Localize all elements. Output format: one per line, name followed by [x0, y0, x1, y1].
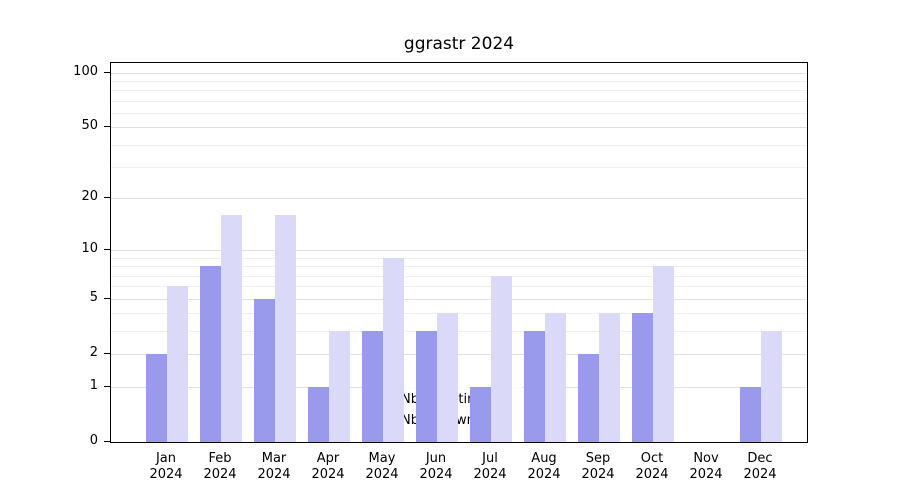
y-tick-label-50: 50	[81, 118, 98, 134]
bar-distinct-ips-mar	[254, 298, 275, 442]
x-tick-label-may: May 2024	[352, 451, 412, 483]
x-tick-year: 2024	[149, 467, 183, 482]
minor-gridline	[111, 90, 807, 92]
x-tick-year: 2024	[311, 467, 345, 482]
bar-distinct-ips-jun	[416, 331, 437, 442]
x-tick-year: 2024	[689, 467, 723, 482]
bar-downloads-feb	[221, 215, 242, 442]
y-tick-label-0: 0	[89, 433, 98, 448]
bar-downloads-jul	[491, 275, 512, 442]
minor-gridline	[111, 113, 807, 114]
minor-gridline	[111, 81, 807, 82]
y-tick-mark	[104, 297, 110, 299]
y-tick-label-5: 5	[89, 289, 98, 305]
x-tick-label-feb: Feb 2024	[190, 451, 250, 483]
bar-distinct-ips-jul	[470, 386, 491, 442]
plot-area: Nb of distinct IPs Nb of downloads	[110, 62, 808, 443]
major-gridline	[111, 250, 807, 252]
bar-distinct-ips-feb	[200, 266, 221, 442]
x-tick-month: Dec	[747, 451, 773, 466]
y-tick-mark	[104, 353, 110, 355]
x-tick-label-oct: Oct 2024	[622, 451, 682, 483]
x-tick-month: Feb	[208, 451, 232, 466]
bar-distinct-ips-sep	[578, 354, 599, 442]
x-tick-label-jun: Jun 2024	[406, 451, 466, 483]
y-tick-label-20: 20	[81, 189, 98, 205]
y-tick-mark	[104, 126, 110, 128]
bar-downloads-dec	[761, 331, 782, 442]
x-tick-month: Mar	[261, 451, 287, 466]
x-tick-month: Apr	[316, 451, 340, 466]
y-tick-mark	[104, 385, 110, 387]
bar-downloads-mar	[275, 215, 296, 442]
bar-distinct-ips-jan	[146, 354, 167, 442]
x-tick-year: 2024	[257, 467, 291, 482]
x-tick-month: Nov	[693, 451, 719, 466]
x-tick-year: 2024	[527, 467, 561, 482]
x-tick-year: 2024	[473, 467, 507, 482]
y-tick-label-100: 100	[73, 63, 98, 79]
y-tick-mark	[104, 71, 110, 73]
x-tick-month: May	[368, 451, 396, 466]
major-gridline	[111, 354, 807, 356]
y-tick-mark	[104, 249, 110, 251]
minor-gridline	[111, 144, 807, 146]
x-tick-label-jan: Jan 2024	[136, 451, 196, 483]
x-tick-month: Jul	[482, 451, 498, 466]
bar-downloads-oct	[653, 266, 674, 442]
x-tick-year: 2024	[635, 467, 669, 482]
bar-downloads-may	[383, 257, 404, 442]
x-tick-year: 2024	[743, 467, 777, 482]
y-tick-label-1: 1	[89, 377, 98, 393]
major-gridline	[111, 298, 807, 300]
minor-gridline	[111, 331, 807, 333]
bar-distinct-ips-apr	[308, 386, 329, 442]
minor-gridline	[111, 286, 807, 288]
x-tick-label-jul: Jul 2024	[460, 451, 520, 483]
bar-downloads-sep	[599, 313, 620, 442]
bar-distinct-ips-oct	[632, 313, 653, 442]
minor-gridline	[111, 167, 807, 169]
x-tick-month: Aug	[531, 451, 557, 466]
chart-title: ggrastr 2024	[403, 34, 515, 54]
minor-gridline	[111, 275, 807, 277]
x-tick-month: Jan	[155, 451, 177, 466]
x-tick-label-aug: Aug 2024	[514, 451, 574, 483]
x-tick-label-dec: Dec 2024	[730, 451, 790, 483]
x-tick-month: Sep	[585, 451, 611, 466]
minor-gridline	[111, 313, 807, 315]
y-tick-label-10: 10	[81, 241, 98, 257]
bar-distinct-ips-dec	[740, 386, 761, 442]
y-tick-mark	[104, 197, 110, 199]
minor-gridline	[111, 257, 807, 259]
bar-distinct-ips-may	[362, 331, 383, 442]
x-tick-year: 2024	[203, 467, 237, 482]
x-tick-month: Jun	[425, 451, 447, 466]
major-gridline	[111, 127, 807, 129]
x-tick-label-nov: Nov 2024	[676, 451, 736, 483]
bar-downloads-aug	[545, 313, 566, 442]
x-tick-year: 2024	[581, 467, 615, 482]
y-tick-label-2: 2	[89, 345, 98, 361]
major-gridline	[111, 198, 807, 200]
x-tick-month: Oct	[640, 451, 664, 466]
bar-distinct-ips-aug	[524, 331, 545, 442]
minor-gridline	[111, 100, 807, 102]
x-tick-year: 2024	[419, 467, 453, 482]
bar-downloads-jan	[167, 286, 188, 442]
x-tick-year: 2024	[365, 467, 399, 482]
minor-gridline	[111, 266, 807, 268]
y-tick-mark	[104, 441, 110, 442]
x-tick-label-sep: Sep 2024	[568, 451, 628, 483]
bar-downloads-jun	[437, 313, 458, 442]
major-gridline	[111, 72, 807, 74]
x-tick-label-mar: Mar 2024	[244, 451, 304, 483]
x-tick-label-apr: Apr 2024	[298, 451, 358, 483]
bar-downloads-apr	[329, 331, 350, 442]
